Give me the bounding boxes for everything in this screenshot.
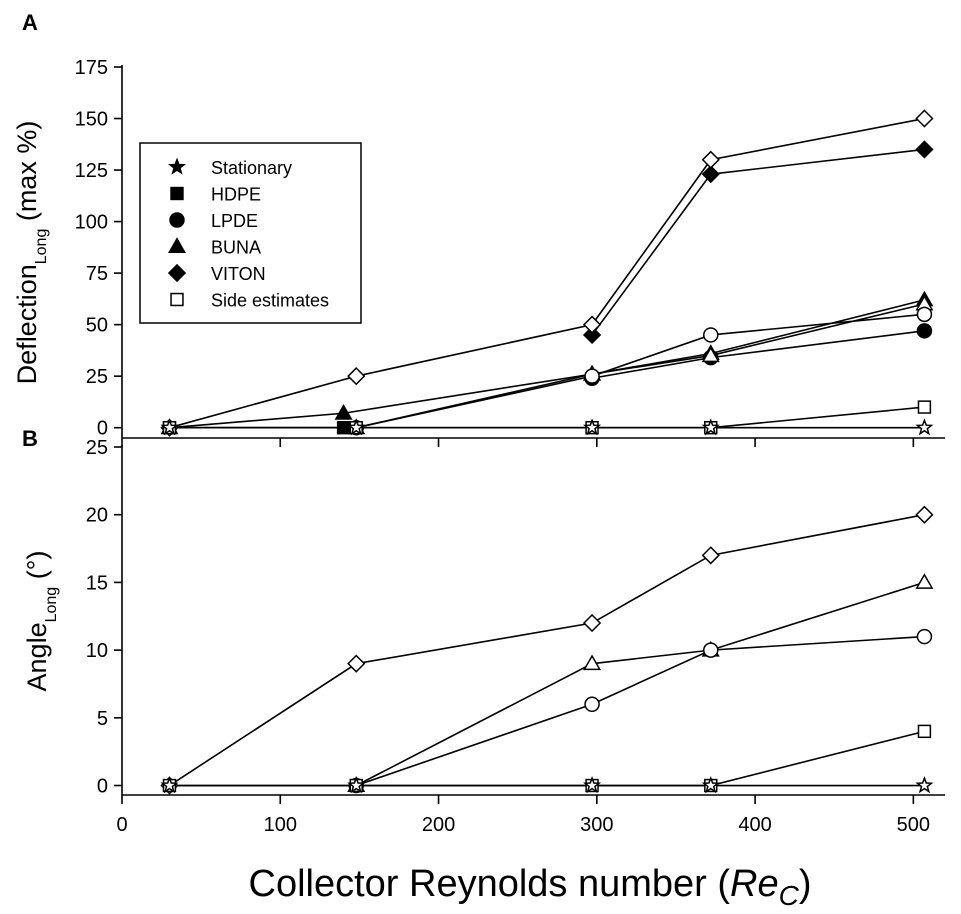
series-line	[169, 513, 925, 787]
y-axis-label: AngleLong (°)	[22, 551, 60, 692]
x-axis-title-italic: Re	[730, 863, 779, 905]
legend-marker-circle	[169, 212, 185, 228]
data-point-diamond	[701, 150, 720, 169]
legend-label: HDPE	[211, 185, 261, 205]
data-point-triangle	[915, 573, 934, 589]
panel-b: B 0 5 10 15 20 25 0 100 200 300 400 500 AngleLong (°)	[22, 426, 945, 836]
legend-marker-square	[170, 186, 184, 201]
y-axis-label-sub: Long	[33, 229, 50, 265]
y-axis-label-unit: (max %)	[12, 121, 42, 229]
data-point-star	[583, 776, 602, 794]
data-point-diamond	[915, 109, 934, 128]
legend-label: LPDE	[211, 211, 258, 231]
y-tick-label: 75	[86, 263, 108, 285]
data-point-circle	[916, 306, 933, 323]
series-line	[169, 730, 925, 787]
data-point-circle	[703, 642, 719, 658]
legend-label: VITON	[211, 264, 266, 284]
series-line	[591, 330, 925, 380]
x-tick-label: 300	[580, 814, 613, 836]
data-point-diamond	[347, 367, 366, 386]
y-tick-label: 50	[86, 315, 108, 337]
data-point-star	[701, 418, 720, 436]
legend-marker-diamond	[167, 263, 187, 283]
panel-a: A 0 25 50 75 100 125 150 175 DeflectionLong (max …	[12, 10, 945, 447]
series-line	[355, 581, 925, 787]
x-tick-label: 100	[264, 814, 297, 836]
data-point-star	[160, 418, 179, 436]
data-point-diamond	[701, 546, 720, 565]
legend-marker-square	[170, 292, 184, 307]
data-point-diamond	[582, 613, 602, 633]
data-point-diamond	[915, 140, 934, 159]
y-axis-label-main: Deflection	[12, 264, 42, 384]
data-point-star	[701, 776, 720, 794]
series-line	[356, 303, 925, 429]
x-axis-title: Collector Reynolds number (ReC)	[249, 863, 812, 911]
data-point-star	[160, 776, 179, 794]
data-point-star	[347, 418, 366, 436]
y-tick-label: 25	[86, 366, 108, 388]
y-tick-label: 0	[97, 418, 108, 440]
data-point-circle	[916, 628, 933, 645]
y-tick-label: 175	[75, 57, 108, 79]
data-point-triangle	[583, 654, 602, 671]
x-tick-label: 500	[897, 814, 930, 836]
x-axis-title-sub: C	[779, 880, 800, 911]
y-tick-label: 15	[86, 572, 108, 594]
legend-label: Stationary	[211, 158, 292, 178]
y-axis-label-sub: Long	[43, 587, 60, 623]
y-tick-label: 100	[75, 212, 108, 234]
y-axis-label-main: Angle	[22, 622, 52, 691]
x-tick-label: 400	[738, 814, 771, 836]
data-point-diamond	[915, 505, 934, 524]
y-tick-label: 125	[75, 160, 108, 182]
data-point-circle	[703, 327, 719, 343]
x-tick-label: 0	[116, 814, 127, 836]
data-point-triangle	[334, 404, 353, 420]
y-tick-label: 5	[97, 708, 108, 730]
data-point-star	[347, 776, 366, 794]
data-point-diamond	[347, 654, 366, 673]
y-tick-label: 25	[86, 437, 108, 459]
y-tick-label: 20	[86, 505, 108, 527]
data-point-star	[915, 776, 934, 794]
series-line	[355, 635, 925, 787]
data-point-diamond	[701, 165, 720, 184]
y-tick-label: 10	[86, 640, 108, 662]
x-tick-label: 200	[422, 814, 455, 836]
y-tick-label: 0	[97, 776, 108, 798]
data-point-square	[917, 400, 932, 414]
series-line	[356, 313, 925, 429]
data-point-triangle	[701, 346, 720, 363]
legend-label: Side estimates	[211, 291, 329, 311]
panel-label: B	[22, 426, 38, 451]
series-line	[169, 406, 925, 429]
legend-marker-triangle	[168, 237, 186, 254]
data-point-diamond	[582, 315, 602, 334]
x-axis-title-main: Collector Reynolds number (	[249, 863, 731, 905]
data-point-circle	[584, 696, 600, 713]
series-line	[591, 148, 925, 336]
data-point-star	[583, 418, 602, 436]
x-axis-title-close: )	[799, 863, 812, 905]
data-point-circle	[916, 323, 933, 339]
legend-marker-star	[167, 157, 187, 175]
legend-label: BUNA	[211, 238, 261, 258]
data-point-square	[917, 724, 932, 739]
y-axis-label-unit: (°)	[22, 551, 52, 587]
y-axis-label: DeflectionLong (max %)	[12, 121, 50, 385]
y-tick-label: 150	[75, 109, 108, 131]
data-point-square	[336, 420, 351, 435]
data-point-circle	[584, 368, 600, 384]
data-point-star	[915, 418, 934, 436]
data-point-diamond	[582, 325, 602, 345]
panel-label: A	[22, 10, 38, 35]
legend: Stationary HDPE LPDE BUNA VITON Side estimate…	[139, 142, 362, 324]
